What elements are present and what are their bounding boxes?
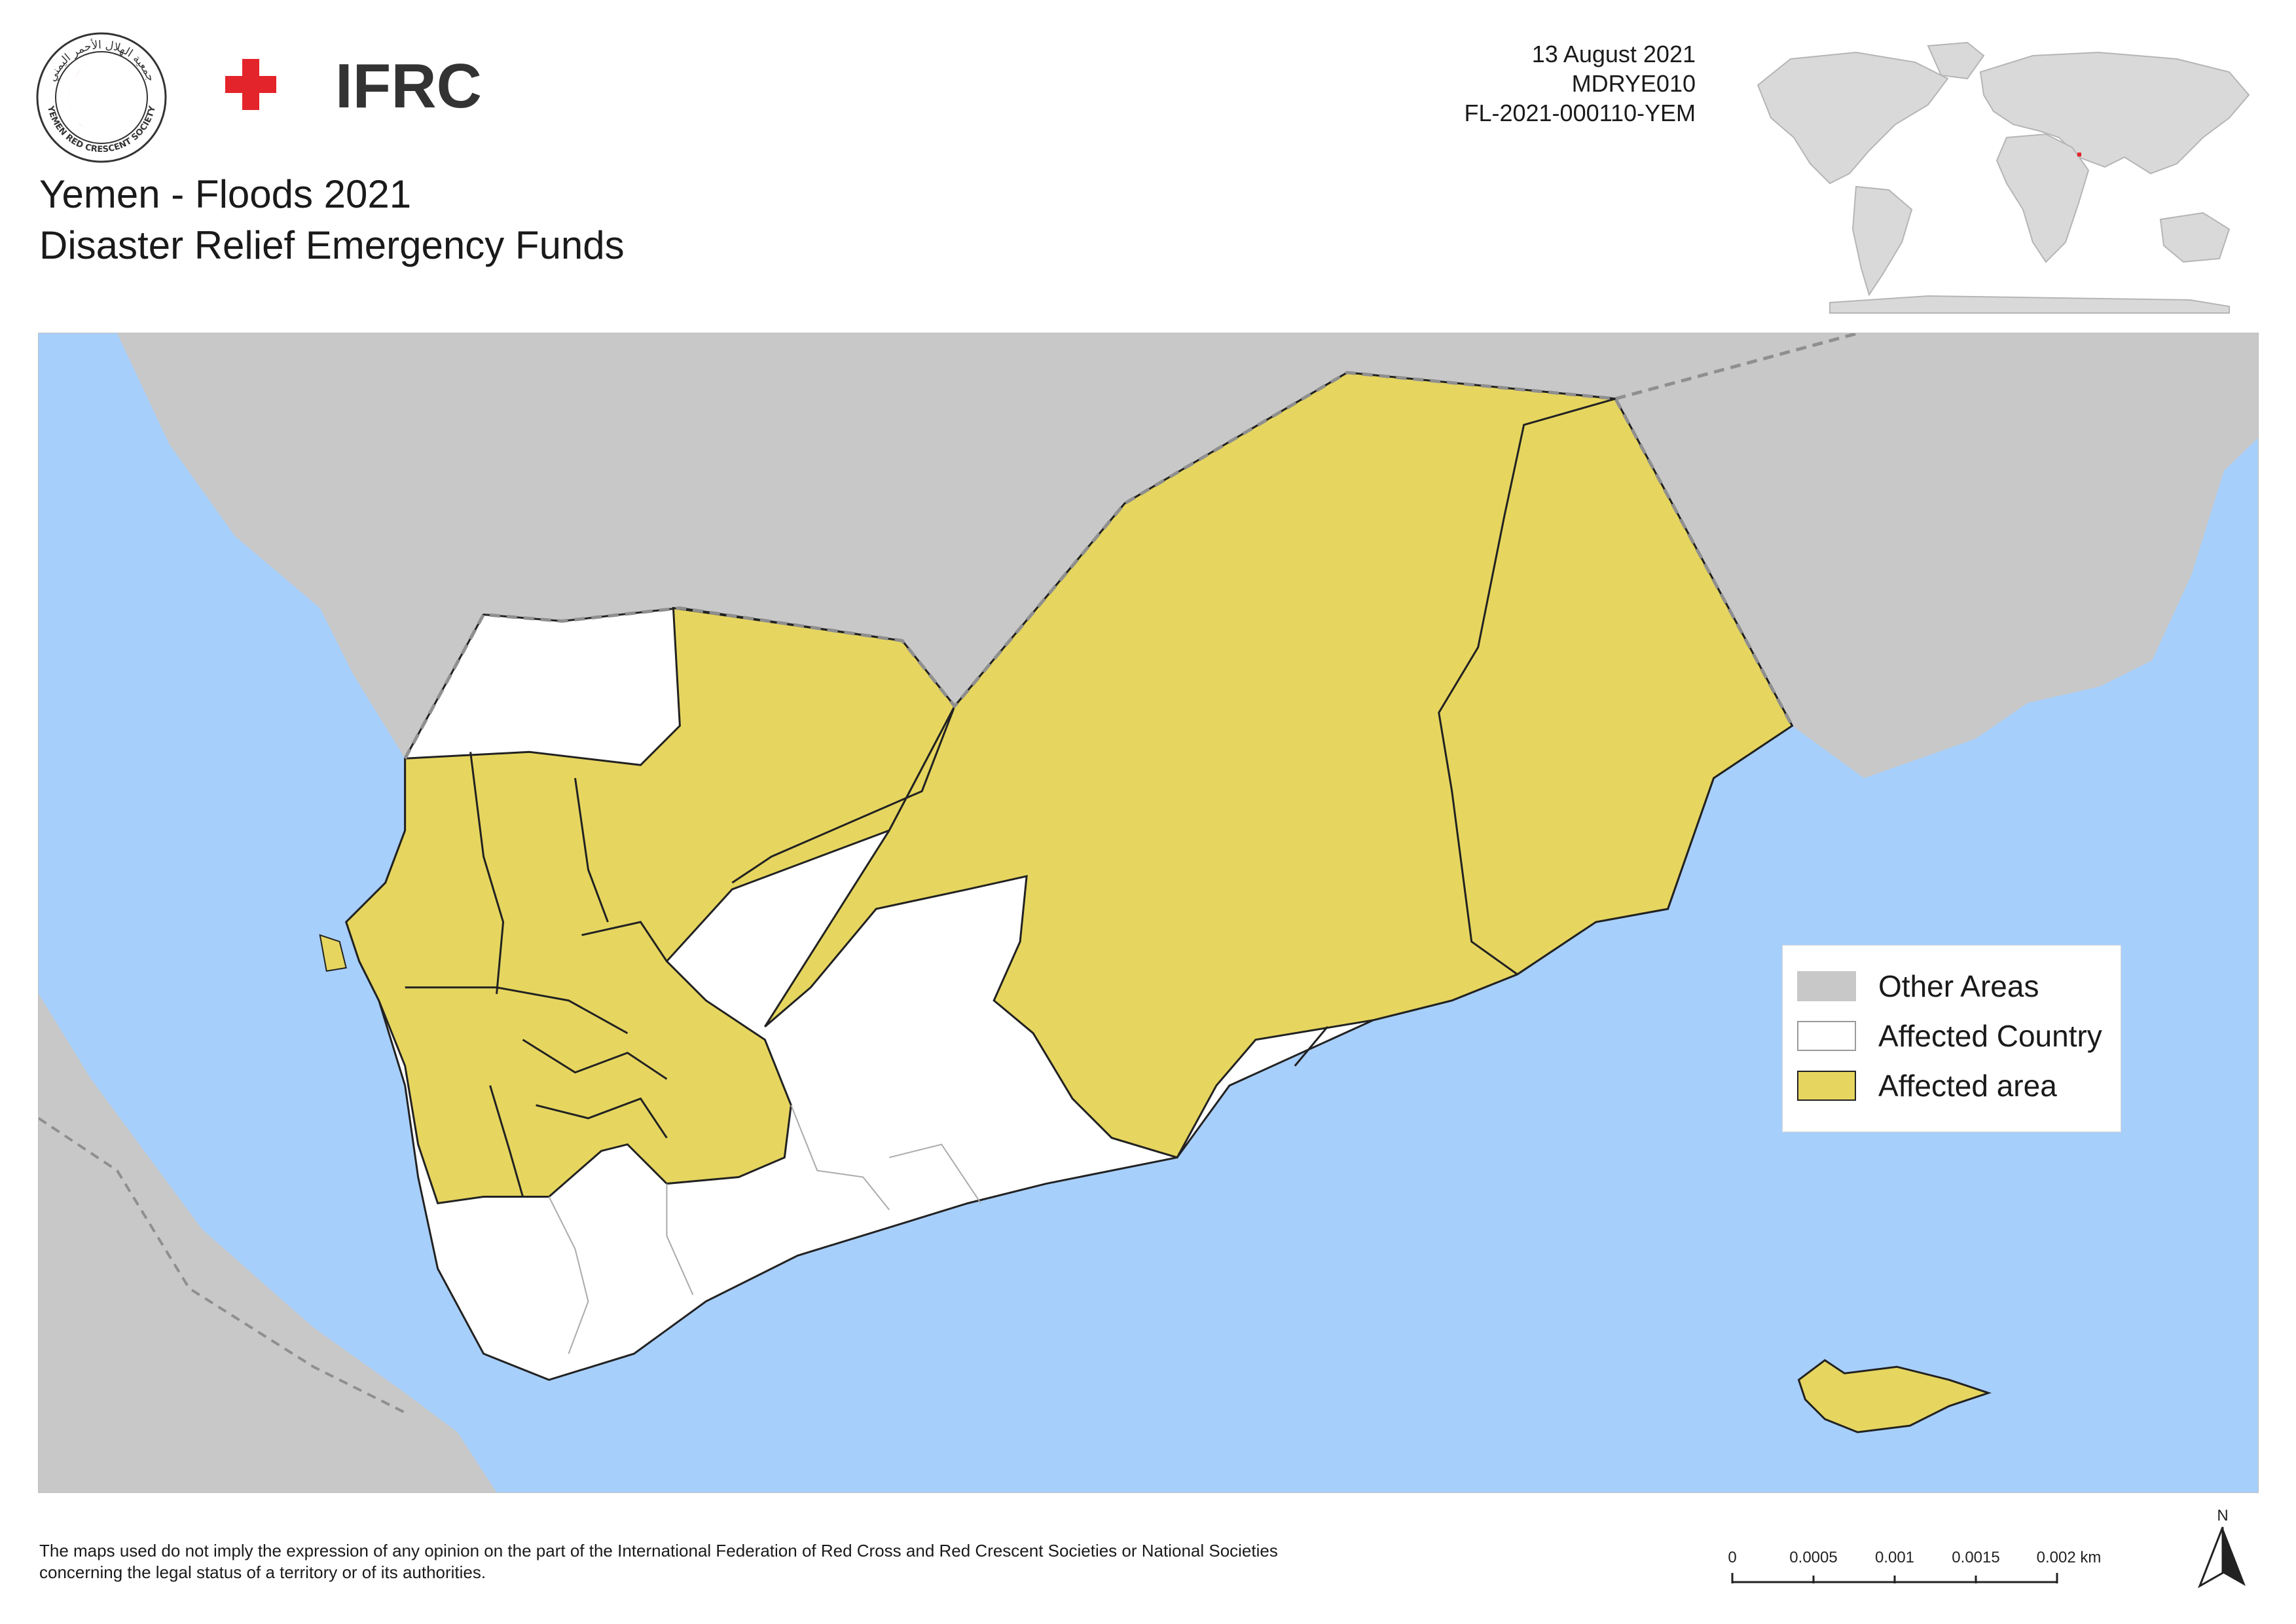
saudi-arabia-oman-area	[117, 333, 2258, 779]
inset-europe-asia	[1979, 51, 2250, 175]
affected-area-east	[764, 371, 1794, 1159]
map-date: 13 August 2021	[1531, 41, 1696, 67]
inset-south-america	[1851, 185, 1913, 297]
map-metadata: 13 August 2021 MDRYE010 FL-2021-000110-Y…	[1362, 39, 1696, 128]
eritrea-ethiopia-border	[39, 1116, 406, 1414]
map-subtitle: Disaster Relief Emergency Funds	[39, 223, 625, 267]
legend-item-other-areas: Other Areas	[1797, 961, 2106, 1011]
glide-number: FL-2021-000110-YEM	[1464, 100, 1696, 126]
inset-africa	[1995, 133, 2090, 263]
inset-north-america	[1757, 51, 1949, 185]
legend-item-affected-country: Affected Country	[1797, 1011, 2106, 1061]
legend-swatch	[1797, 1071, 1856, 1101]
inset-location-marker	[2077, 153, 2081, 157]
legend-label: Affected area	[1878, 1069, 2057, 1103]
north-label: N	[2217, 1507, 2228, 1524]
disclaimer-line: concerning the legal status of a territo…	[39, 1562, 486, 1582]
kamaran-island	[319, 934, 347, 972]
socotra-island	[1797, 1359, 1992, 1433]
disclaimer-line: The maps used do not imply the expressio…	[39, 1541, 1278, 1560]
unaffected-governorate-boundaries	[548, 1105, 981, 1354]
map-title-block: Yemen - Floods 2021 Disaster Relief Emer…	[39, 169, 625, 271]
appeal-code: MDRYE010	[1571, 70, 1696, 97]
ifrc-wordmark: IFRC	[335, 52, 482, 118]
yemen-red-crescent-logo: جمعية الهلال الأحمر اليمني YEMEN RED CRE…	[36, 32, 167, 163]
scale-tick-label: 0.0015	[1952, 1549, 1999, 1566]
scale-tick-label: 0.0005	[1789, 1549, 1837, 1566]
scale-tick-label: 0.002 km	[2037, 1549, 2102, 1566]
legend-label: Other Areas	[1878, 969, 2039, 1003]
inset-greenland	[1927, 41, 1985, 80]
governorate-boundaries	[405, 397, 1616, 1197]
legend-label: Affected Country	[1878, 1019, 2102, 1053]
affected-area-west	[345, 606, 956, 1205]
main-map	[38, 333, 2259, 1493]
map-title: Yemen - Floods 2021	[39, 172, 412, 216]
legend-item-affected-area: Affected area	[1797, 1061, 2106, 1111]
horn-of-africa-area	[39, 993, 497, 1492]
international-boundary-north	[1614, 333, 1859, 401]
disclaimer: The maps used do not imply the expressio…	[39, 1540, 1545, 1583]
inset-australia	[2159, 212, 2231, 263]
red-cross-icon	[225, 59, 276, 110]
map-legend: Other Areas Affected Country Affected ar…	[1782, 945, 2121, 1132]
red-crescent-icon	[293, 60, 318, 110]
scale-bar: 0 0.0005 0.001 0.0015 0.002 km	[1728, 1549, 2102, 1583]
legend-swatch	[1797, 1021, 1856, 1051]
ifrc-logo: IFRC	[225, 52, 482, 118]
international-boundary	[403, 371, 1794, 760]
scale-tick-label: 0.001	[1875, 1549, 1914, 1566]
legend-swatch	[1797, 971, 1856, 1001]
scale-tick-label: 0	[1728, 1549, 1736, 1566]
world-inset-map	[1757, 41, 2250, 314]
inset-antarctica	[1829, 295, 2230, 314]
north-arrow-icon: N	[2198, 1507, 2246, 1589]
